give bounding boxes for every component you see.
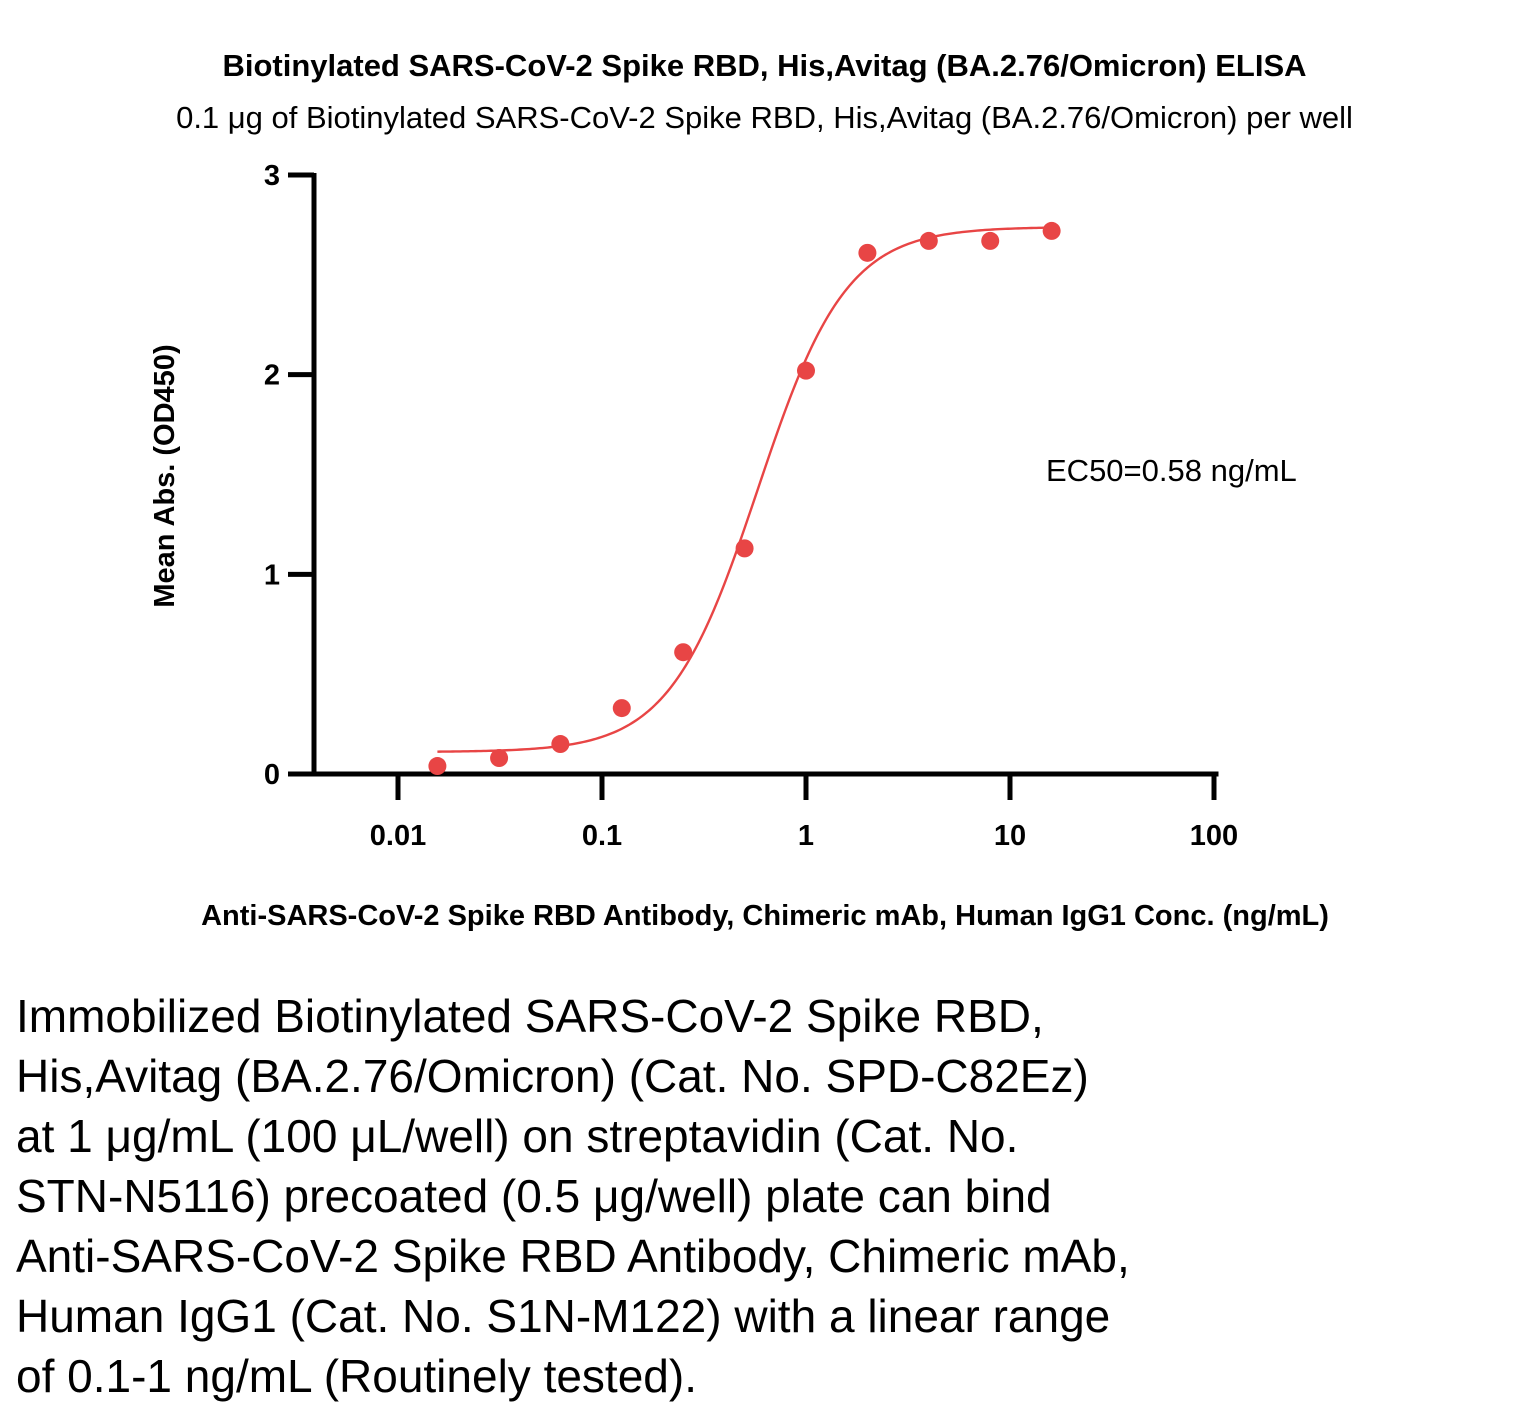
x-tick-label: 1 — [798, 820, 814, 852]
ec50-annotation: EC50=0.58 ng/mL — [1046, 453, 1297, 488]
data-point — [735, 539, 754, 558]
data-point — [428, 757, 447, 776]
x-axis-label: Anti-SARS-CoV-2 Spike RBD Antibody, Chim… — [201, 900, 1329, 932]
y-axis-label: Mean Abs. (OD450) — [149, 344, 181, 607]
y-tick-label: 0 — [264, 759, 280, 791]
data-point — [1042, 221, 1061, 240]
elisa-chart: 0 1 2 3 0.01 0.1 1 10 100 Mean Abs. (OD450) Anti… — [149, 160, 1329, 932]
x-tick-label: 0.01 — [370, 820, 426, 852]
data-point — [858, 243, 877, 262]
data-point — [490, 749, 509, 768]
data-point — [981, 231, 1000, 250]
fit-curve — [437, 226, 1052, 753]
chart-subtitle: 0.1 μg of Biotinylated SARS-CoV-2 Spike … — [176, 100, 1353, 135]
chart-axes: 0 1 2 3 0.01 0.1 1 10 100 — [264, 160, 1238, 852]
data-point — [919, 231, 938, 250]
chart-title: Biotinylated SARS-CoV-2 Spike RBD, His,A… — [222, 48, 1307, 83]
x-tick-label: 10 — [994, 820, 1026, 852]
fit-curve-layer — [437, 226, 1052, 753]
y-tick-label: 3 — [264, 160, 280, 192]
x-tick-label: 100 — [1190, 820, 1238, 852]
data-point — [674, 643, 693, 662]
x-tick-label: 0.1 — [582, 820, 622, 852]
figure-caption: Immobilized Biotinylated SARS-CoV-2 Spik… — [16, 990, 1130, 1402]
data-point — [551, 735, 570, 754]
y-tick-label: 2 — [264, 360, 280, 392]
data-point — [612, 699, 631, 718]
y-tick-label: 1 — [264, 559, 280, 591]
data-point — [797, 361, 815, 380]
data-points-layer — [428, 221, 1061, 776]
